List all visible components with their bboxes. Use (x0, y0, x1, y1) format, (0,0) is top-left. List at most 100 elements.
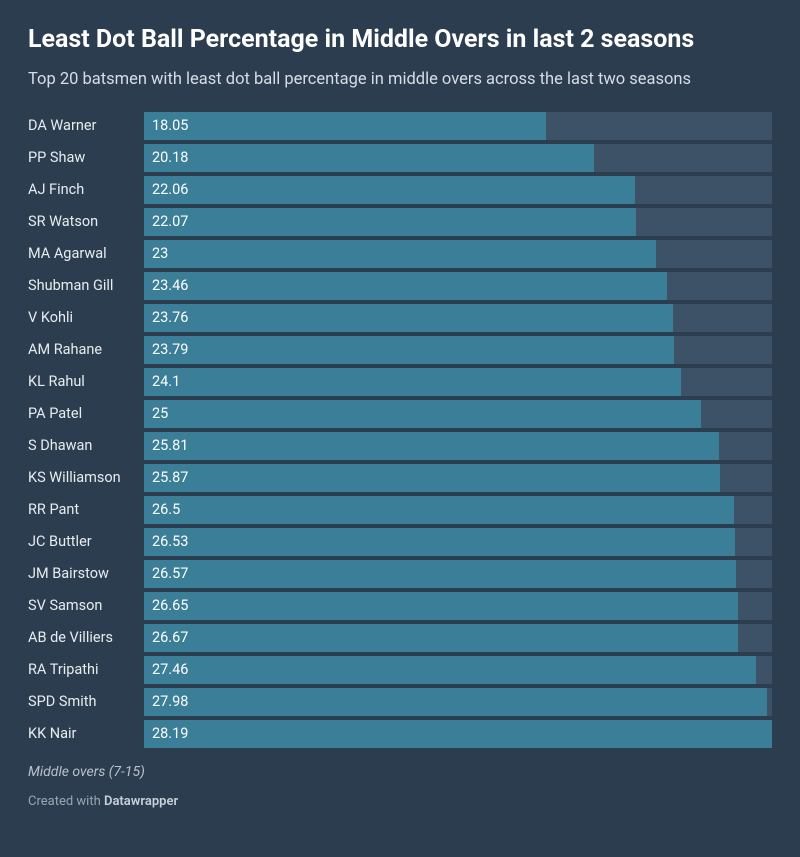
bar-track: 24.1 (144, 368, 772, 396)
bar-track: 23.46 (144, 272, 772, 300)
bar-fill: 27.46 (144, 656, 756, 684)
bar-value: 26.5 (152, 501, 180, 518)
bar-track: 25.81 (144, 432, 772, 460)
bar-row: AJ Finch 22.06 (28, 176, 772, 204)
bar-track: 28.19 (144, 720, 772, 748)
bar-track: 26.5 (144, 496, 772, 524)
bar-label: AM Rahane (28, 341, 144, 358)
bar-value: 24.1 (152, 373, 180, 390)
bar-label: DA Warner (28, 117, 144, 134)
bar-label: KS Williamson (28, 469, 144, 486)
bar-value: 22.06 (152, 181, 188, 198)
bar-label: KL Rahul (28, 373, 144, 390)
bar-fill: 23.46 (144, 272, 667, 300)
bar-track: 22.07 (144, 208, 772, 236)
bar-value: 26.53 (152, 533, 188, 550)
bar-row: RA Tripathi 27.46 (28, 656, 772, 684)
bar-row: SR Watson 22.07 (28, 208, 772, 236)
bar-label: KK Nair (28, 725, 144, 742)
bar-row: AB de Villiers 26.67 (28, 624, 772, 652)
bar-label: SV Samson (28, 597, 144, 614)
credit-prefix: Created with (28, 794, 104, 809)
bar-value: 25 (152, 405, 168, 422)
bar-label: RA Tripathi (28, 661, 144, 678)
bar-track: 26.65 (144, 592, 772, 620)
chart-note: Middle overs (7-15) (28, 764, 772, 780)
bar-fill: 23.76 (144, 304, 673, 332)
bar-fill: 24.1 (144, 368, 681, 396)
bar-fill: 23.79 (144, 336, 674, 364)
bar-fill: 25.87 (144, 464, 720, 492)
bar-fill: 26.67 (144, 624, 738, 652)
bar-track: 18.05 (144, 112, 772, 140)
bar-row: DA Warner 18.05 (28, 112, 772, 140)
bar-fill: 26.53 (144, 528, 735, 556)
bar-row: JC Buttler26.53 (28, 528, 772, 556)
bar-track: 23.76 (144, 304, 772, 332)
bar-label: SR Watson (28, 213, 144, 230)
bar-track: 26.67 (144, 624, 772, 652)
bar-row: S Dhawan 25.81 (28, 432, 772, 460)
bar-row: Shubman Gill 23.46 (28, 272, 772, 300)
bar-value: 27.98 (152, 693, 188, 710)
bar-track: 22.06 (144, 176, 772, 204)
bar-track: 23 (144, 240, 772, 268)
bar-track: 26.57 (144, 560, 772, 588)
bar-label: AJ Finch (28, 181, 144, 198)
bar-value: 22.07 (152, 213, 188, 230)
bar-fill: 22.06 (144, 176, 635, 204)
bar-label: MA Agarwal (28, 245, 144, 262)
bar-track: 23.79 (144, 336, 772, 364)
bar-row: KS Williamson 25.87 (28, 464, 772, 492)
bar-label: JM Bairstow (28, 565, 144, 582)
chart-credit: Created with Datawrapper (28, 794, 772, 809)
bar-value: 18.05 (152, 117, 188, 134)
bar-row: V Kohli23.76 (28, 304, 772, 332)
bar-fill: 26.57 (144, 560, 736, 588)
bar-row: KL Rahul 24.1 (28, 368, 772, 396)
bar-fill: 22.07 (144, 208, 636, 236)
bar-value: 25.87 (152, 469, 188, 486)
bar-value: 27.46 (152, 661, 188, 678)
bar-value: 23.79 (152, 341, 188, 358)
bar-fill: 23 (144, 240, 656, 268)
bar-fill: 27.98 (144, 688, 767, 716)
bar-label: PA Patel (28, 405, 144, 422)
bar-label: S Dhawan (28, 437, 144, 454)
bar-row: SPD Smith 27.98 (28, 688, 772, 716)
bar-value: 26.67 (152, 629, 188, 646)
bar-label: SPD Smith (28, 693, 144, 710)
bar-value: 23 (152, 245, 168, 262)
bar-label: Shubman Gill (28, 277, 144, 294)
bar-chart: DA Warner 18.05 PP Shaw 20.18 AJ Finch 22.06 S… (28, 112, 772, 748)
bar-value: 28.19 (152, 725, 188, 742)
bar-row: PA Patel 25 (28, 400, 772, 428)
bar-track: 20.18 (144, 144, 772, 172)
credit-brand: Datawrapper (104, 794, 178, 809)
bar-fill: 26.5 (144, 496, 734, 524)
bar-value: 20.18 (152, 149, 188, 166)
bar-value: 25.81 (152, 437, 188, 454)
bar-track: 27.98 (144, 688, 772, 716)
bar-label: AB de Villiers (28, 629, 144, 646)
bar-fill: 18.05 (144, 112, 546, 140)
bar-row: KK Nair 28.19 (28, 720, 772, 748)
bar-row: MA Agarwal 23 (28, 240, 772, 268)
bar-fill: 25.81 (144, 432, 719, 460)
bar-value: 26.65 (152, 597, 188, 614)
bar-row: JM Bairstow 26.57 (28, 560, 772, 588)
bar-value: 23.46 (152, 277, 188, 294)
bar-label: PP Shaw (28, 149, 144, 166)
bar-fill: 25 (144, 400, 701, 428)
bar-track: 25.87 (144, 464, 772, 492)
bar-track: 25 (144, 400, 772, 428)
bar-fill: 20.18 (144, 144, 594, 172)
bar-row: RR Pant26.5 (28, 496, 772, 524)
bar-track: 27.46 (144, 656, 772, 684)
bar-row: AM Rahane 23.79 (28, 336, 772, 364)
bar-row: SV Samson 26.65 (28, 592, 772, 620)
chart-title: Least Dot Ball Percentage in Middle Over… (28, 24, 772, 55)
bar-value: 23.76 (152, 309, 188, 326)
bar-value: 26.57 (152, 565, 188, 582)
bar-fill: 26.65 (144, 592, 738, 620)
